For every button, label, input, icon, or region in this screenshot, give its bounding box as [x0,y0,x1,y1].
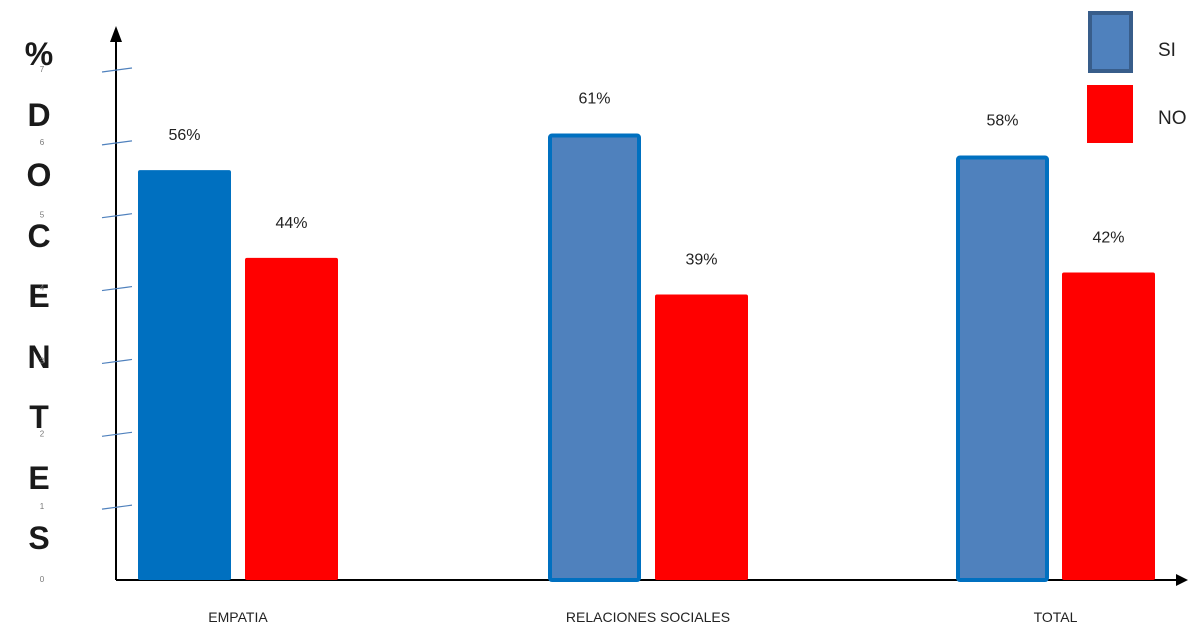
y-tick-label: 2 [40,429,45,438]
y-tick-mark [101,504,133,510]
y-axis-label-letter: C [27,217,51,254]
y-tick-mark [101,358,133,365]
y-axis-label-letter: % [24,36,54,72]
y-tick-mark [101,285,133,292]
bar-si [956,155,1049,582]
bar-no [245,257,338,580]
y-axis-label: % D O C E N T E S [14,32,64,577]
data-label: 44% [275,215,307,232]
bar-si [548,133,641,582]
data-label: 56% [168,127,200,144]
y-tick-label: 5 [40,211,45,220]
y-tick-label: 0 [40,575,45,584]
y-tick-label: 7 [40,65,45,74]
y-axis-label-letter: E [28,459,50,496]
y-axis-label-letter: S [28,520,50,556]
bar-si [138,170,231,580]
y-axis-label-letter: N [27,338,51,375]
data-label: 58% [986,112,1018,129]
y-tick-label: 3 [40,356,45,365]
y-axis-label-letter: E [28,278,50,314]
y-tick-mark [101,213,133,219]
legend-swatch-no [1087,85,1133,143]
y-tick-mark [101,67,133,73]
legend-label-no: NO [1158,108,1187,129]
data-label: 61% [578,90,610,107]
y-tick-mark [101,431,133,437]
y-axis-arrow [110,26,122,42]
category-label: RELACIONES SOCIALES [566,609,730,624]
data-label: 39% [685,252,717,269]
y-tick-label: 1 [40,502,45,511]
bar-no [1062,272,1155,580]
data-label: 42% [1092,230,1124,247]
y-axis-label-letter: T [29,399,49,435]
category-label: TOTAL [1034,609,1078,624]
y-tick-label: 6 [40,138,45,147]
legend-label-si: SI [1158,40,1176,61]
y-tick-label: 4 [40,284,45,293]
y-tick-mark [101,140,133,146]
bar-no [655,294,748,580]
y-axis-label-letter: O [26,157,52,193]
x-axis-arrow [1176,574,1188,586]
legend-swatch-si [1088,11,1133,73]
y-axis-label-letter: D [27,96,51,133]
category-label: EMPATIA [208,609,268,624]
